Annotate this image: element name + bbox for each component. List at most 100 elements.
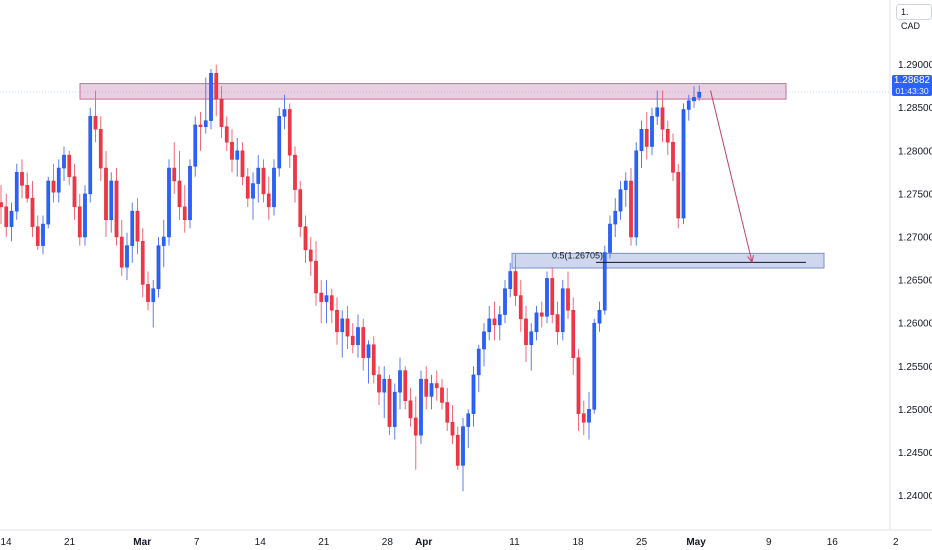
time-tick-label: 21 (64, 537, 76, 548)
candle-up (251, 183, 255, 199)
candle-up (650, 116, 654, 147)
candle-up (125, 245, 129, 268)
candle-up (282, 109, 287, 117)
candle-down (198, 124, 203, 127)
candle-up (623, 180, 628, 190)
candle-up (56, 167, 61, 193)
candle-up (681, 109, 686, 219)
projection-arrow-line (710, 90, 753, 263)
candle-down (513, 271, 518, 296)
resistance-zone (79, 83, 787, 100)
price-tick-label: 1.27500 (898, 189, 932, 200)
candle-down (371, 344, 376, 376)
candle-down (224, 126, 229, 143)
candle-down (319, 292, 324, 302)
candle-down (293, 154, 297, 190)
candle-down (214, 73, 219, 100)
candle-down (146, 284, 150, 302)
candle-up (487, 318, 492, 333)
time-tick-label: 25 (636, 537, 648, 548)
candle-up (587, 409, 591, 423)
candle-up (109, 180, 114, 221)
candle-up (9, 210, 14, 227)
last-price-value: 1.28682 (893, 75, 931, 86)
candle-up (356, 327, 360, 345)
candle-down (314, 260, 318, 294)
candle-down (408, 400, 413, 419)
candle-down (576, 357, 581, 414)
candle-down (492, 318, 497, 326)
candle-down (440, 387, 444, 403)
candle-up (419, 378, 423, 436)
candle-up (167, 167, 171, 238)
time-tick-label: 2 (893, 537, 899, 548)
candle-down (361, 327, 366, 358)
candle-down (335, 309, 339, 333)
price-tick-label: 1.28500 (898, 103, 932, 114)
candle-down (230, 141, 234, 160)
candle-up (203, 120, 208, 127)
candle-down (67, 154, 72, 177)
candle-down (30, 197, 35, 227)
currency-badge[interactable]: 1. CAD (896, 4, 932, 31)
candle-down (266, 193, 271, 208)
price-tick-label: 1.25500 (898, 362, 932, 373)
candle-down (140, 241, 145, 285)
price-axis[interactable]: 1.24000 1.24500 1.25000 1.25500 1.26000 1.265… (898, 60, 932, 502)
bar-countdown: 01:43:30 (895, 86, 929, 96)
price-tick-label: 1.28000 (898, 146, 932, 157)
candle-down (303, 226, 308, 251)
candle-down (524, 318, 528, 345)
candle-down (387, 378, 392, 427)
candle-up (256, 167, 261, 184)
candle-down (550, 278, 555, 315)
candle-down (377, 374, 381, 393)
candle-down (539, 312, 544, 317)
candle-down (35, 226, 40, 246)
candle-up (529, 331, 534, 345)
time-tick-label: 14 (0, 537, 12, 548)
candle-up (366, 344, 371, 358)
candle-down (676, 172, 681, 219)
time-tick-label: 28 (382, 537, 394, 548)
candle-down (72, 176, 77, 208)
candle-down (219, 98, 224, 127)
candle-down (644, 129, 649, 147)
candle-up (634, 150, 639, 238)
candle-down (518, 295, 523, 320)
candle-down (413, 417, 418, 436)
candle-down (287, 109, 292, 156)
candle-up (639, 129, 644, 152)
price-tick-label: 1.25000 (898, 405, 932, 416)
candle-up (41, 223, 45, 246)
candle-up (692, 97, 696, 102)
candle-down (350, 335, 355, 345)
candle-up (471, 374, 476, 414)
candle-up (392, 391, 397, 427)
time-tick-label: 7 (194, 537, 200, 548)
candle-down (445, 402, 450, 423)
candle-down (98, 129, 103, 169)
time-tick-label: Apr (415, 537, 432, 548)
candle-up (62, 154, 66, 169)
support-zone (511, 252, 825, 269)
time-axis[interactable]: 14 21 Mar 7 14 21 28 Apr 11 18 25 May 9 16 2 (0, 537, 899, 548)
projection-arrow-head (747, 255, 754, 264)
candle-down (240, 150, 245, 177)
candle-up (83, 193, 87, 238)
candle-down (20, 172, 24, 186)
candle-down (261, 167, 266, 195)
price-tick-label: 1.27000 (898, 232, 932, 243)
candle-up (14, 172, 19, 212)
candle-up (482, 331, 486, 350)
overlay-layer: 0.5(1.26705) (552, 90, 806, 264)
candle-up (592, 322, 597, 410)
candle-up (429, 383, 434, 397)
price-tick-label: 1.24000 (898, 491, 932, 502)
candle-up (130, 210, 135, 246)
candle-up (466, 413, 471, 427)
candle-down (571, 309, 576, 358)
candle-up (272, 167, 276, 208)
